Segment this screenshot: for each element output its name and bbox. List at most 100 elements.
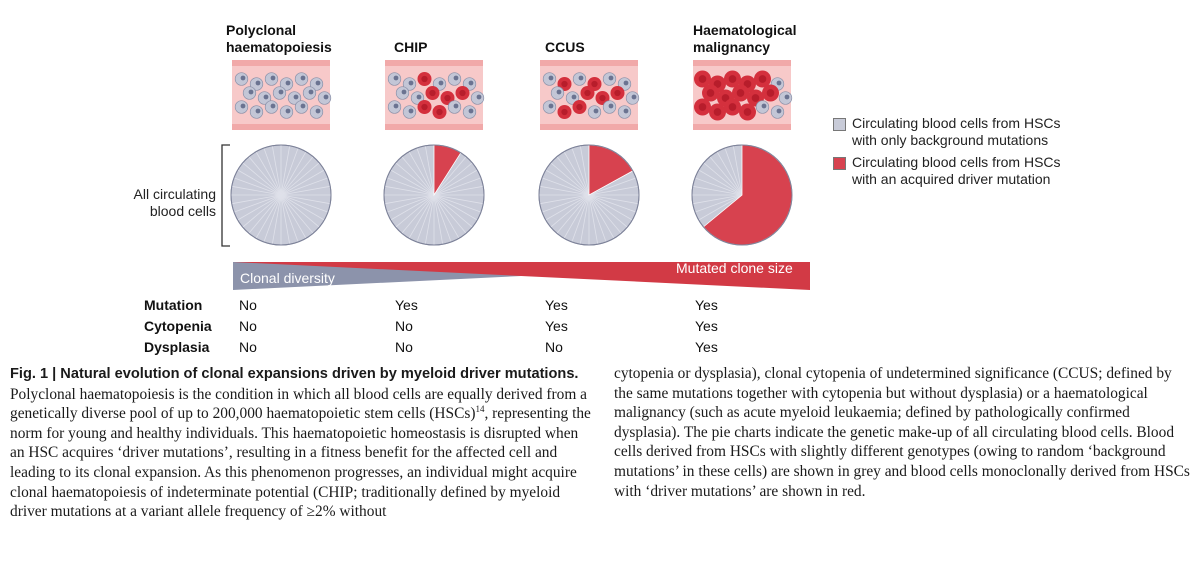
red-cell-center — [561, 80, 568, 88]
pie-segment-line — [237, 169, 282, 196]
pie-segment-line — [280, 162, 320, 196]
grey-cell-nucleus — [608, 75, 614, 81]
grey-cell-nucleus — [623, 108, 629, 114]
grey-cell-nucleus — [300, 103, 306, 109]
pie-charts — [230, 144, 793, 246]
mutated-clone-size-label: Mutated clone size — [676, 260, 793, 276]
pie-segment-line — [248, 156, 282, 196]
pie-segment-line — [550, 162, 590, 196]
legend-line: with an acquired driver mutation — [852, 171, 1051, 187]
clonal-diversity-label: Clonal diversity — [240, 270, 335, 286]
pie-segment-line — [698, 169, 743, 196]
pie-segment-line — [280, 151, 307, 196]
row-label-cytopenia: Cytopenia — [144, 318, 212, 334]
caption-paragraph-left: Fig. 1 | Natural evolution of clonal exp… — [10, 364, 595, 522]
table-cell: No — [395, 339, 413, 355]
legend-swatch-red — [833, 157, 846, 170]
pie-segment-line — [280, 147, 299, 196]
grey-cell-nucleus — [393, 75, 399, 81]
pie-segment-line — [588, 185, 639, 196]
pie-segment-line — [588, 194, 637, 213]
red-cell-center — [766, 89, 775, 97]
reference-superscript: 14 — [475, 404, 485, 415]
pie-outline — [230, 144, 332, 246]
pie-segment-line — [271, 145, 282, 196]
grey-cell-nucleus — [315, 80, 321, 86]
pie-segment-line — [386, 194, 435, 213]
pie-segment-line — [242, 162, 282, 196]
grey-cell-nucleus — [270, 103, 276, 109]
pie-chart-1 — [383, 144, 485, 246]
pie-segment-line — [588, 194, 639, 205]
pie-segment-line — [539, 194, 590, 205]
red-cell-center — [576, 103, 583, 111]
pie-segment-line — [563, 151, 590, 196]
pie-segment-line — [579, 145, 590, 196]
pie-chart-0 — [230, 144, 332, 246]
pie-outline — [383, 144, 485, 246]
bracket — [221, 144, 230, 247]
grey-cell-nucleus — [453, 75, 459, 81]
title-line: CHIP — [394, 39, 428, 55]
pie-segment-line — [433, 169, 478, 196]
pie-segment-line — [724, 147, 743, 196]
red-cell-center — [736, 89, 745, 97]
pie-segment-line — [694, 177, 743, 196]
pie-segment-line — [416, 194, 435, 243]
red-cell-center — [459, 89, 466, 97]
pie-segment-line — [550, 194, 590, 228]
caption-text: , representing the norm for young and he… — [10, 405, 591, 521]
red-cell-center — [728, 75, 737, 83]
pie-segment-line — [395, 162, 435, 196]
pie-segment-line — [401, 194, 435, 234]
grey-cell-nucleus — [623, 80, 629, 86]
red-cell-center — [421, 103, 428, 111]
table-cell: Yes — [695, 339, 718, 355]
legend-line: Circulating blood cells from HSCs — [852, 115, 1061, 131]
row-label-mutation: Mutation — [144, 297, 203, 313]
pie-segment-line — [384, 194, 435, 205]
caption-right-column: cytopenia or dysplasia), clonal cytopeni… — [614, 364, 1194, 501]
grey-cell-nucleus — [240, 75, 246, 81]
pie-segment-line — [384, 185, 435, 196]
grey-cell-nucleus — [393, 103, 399, 109]
pie-segment-line — [424, 145, 435, 196]
pie-segment-line — [541, 177, 590, 196]
pie-segment-line — [416, 147, 435, 196]
pie-segment-line — [280, 194, 325, 221]
pie-segment-line — [433, 156, 467, 196]
pie-segment-line — [255, 151, 282, 196]
pie-segment-line — [233, 177, 282, 196]
grey-cell-nucleus — [408, 108, 414, 114]
red-cell-center — [436, 108, 443, 116]
pie-segment-line — [401, 156, 435, 196]
red-cell-center — [713, 108, 722, 116]
pie-segment-line — [694, 194, 743, 213]
grey-cell-nucleus — [263, 94, 269, 100]
pie-segment-line — [408, 194, 435, 239]
pie-segment-line — [541, 194, 590, 213]
grey-cell-nucleus — [776, 108, 782, 114]
pie-segment-line — [588, 194, 615, 239]
grey-cell-nucleus — [285, 108, 291, 114]
pie-segment-line — [571, 147, 590, 196]
pie-segment-line — [588, 194, 628, 228]
pie-segment-line — [588, 177, 637, 196]
pie-segment-line — [231, 185, 282, 196]
grey-cell-nucleus — [631, 94, 637, 100]
label-line: All circulating — [133, 186, 216, 202]
title-line: Polyclonal — [226, 22, 297, 38]
grey-cell-nucleus — [608, 103, 614, 109]
grey-cell-nucleus — [571, 94, 577, 100]
pie-segment-line — [280, 194, 299, 243]
pie-segment-line — [692, 185, 743, 196]
red-cell-center — [421, 75, 428, 83]
pie-segment-line — [280, 194, 291, 245]
pie-segment-line — [280, 145, 291, 196]
red-cell-center — [706, 89, 715, 97]
vessel-0 — [232, 60, 332, 130]
legend-text-red: Circulating blood cells from HSCs with a… — [852, 154, 1061, 188]
grey-cell-nucleus — [548, 75, 554, 81]
grey-cell-nucleus — [556, 89, 562, 95]
pie-outline — [691, 144, 793, 246]
